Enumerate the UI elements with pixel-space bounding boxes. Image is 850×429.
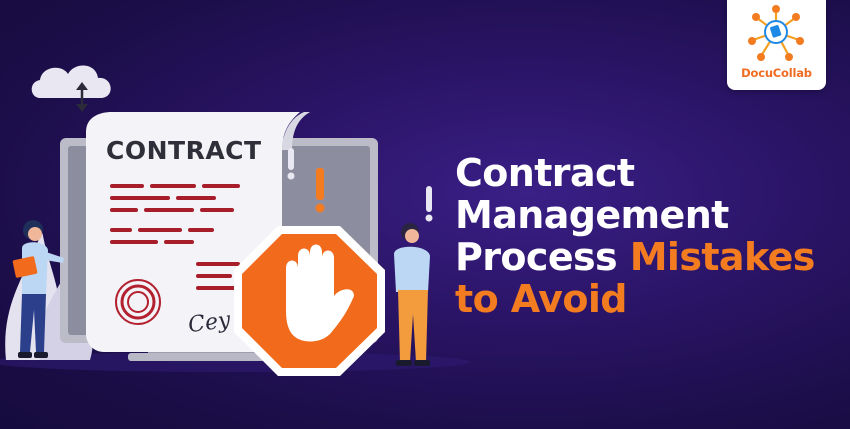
- contract-title: CONTRACT: [106, 136, 262, 165]
- docucollab-logo: DocuCollab: [727, 0, 826, 90]
- seal-stamp: [115, 279, 161, 325]
- title-line-4: to Avoid: [455, 277, 627, 321]
- title-line-2: Management: [455, 193, 729, 237]
- signature: Cey: [187, 308, 233, 339]
- document-text-lines: [110, 184, 244, 290]
- title-mistakes: Mistakes: [629, 235, 816, 279]
- person-woman: [12, 220, 64, 358]
- hub-network-icon: [748, 5, 804, 61]
- page-title: Contract Management Process Mistakes to …: [455, 152, 845, 320]
- title-process: Process: [455, 235, 618, 279]
- person-man: [394, 223, 430, 366]
- brand-name: DocuCollab: [741, 66, 812, 80]
- title-line-3: Process Mistakes: [455, 236, 845, 278]
- exclamation-icon: [287, 148, 433, 222]
- title-line-1: Contract: [455, 151, 635, 195]
- stop-hand-sign: [234, 226, 385, 376]
- cloud-upload-icon: [31, 65, 111, 112]
